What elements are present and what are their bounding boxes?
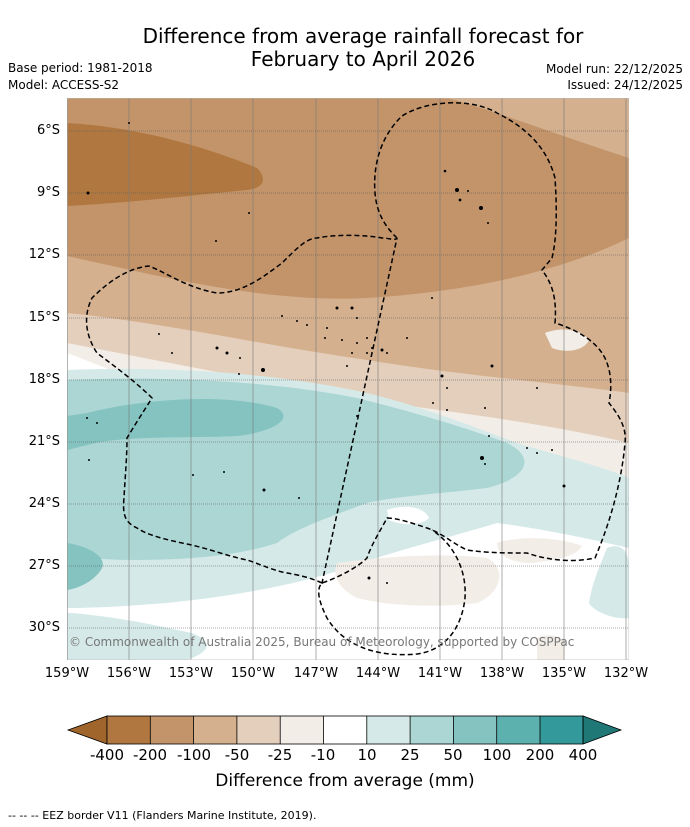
lat-label-30s: 30°S <box>28 620 60 635</box>
colorbar-label: -10 <box>310 746 336 764</box>
latitude-grid <box>67 130 629 629</box>
colorbar-swatch-7 <box>366 716 411 744</box>
patch-drier-south-east <box>497 538 582 563</box>
copyright-text: © Commonwealth of Australia 2025, Bureau… <box>69 635 574 649</box>
colorbar-swatch-11 <box>540 716 583 744</box>
colorbar-swatch-9 <box>453 716 497 744</box>
colorbar-label: -400 <box>89 746 125 764</box>
colorbar-label: 200 <box>525 746 555 764</box>
colorbar-label: 400 <box>568 746 598 764</box>
rainfall-map: © Commonwealth of Australia 2025, Bureau… <box>67 98 629 660</box>
colorbar-swatch-6 <box>323 716 367 744</box>
base-period-text: Base period: 1981-2018 <box>8 61 153 75</box>
eez-legend-text: -- -- -- EEZ border V11 (Flanders Marine… <box>8 809 317 822</box>
colorbar-high-extension <box>582 715 623 745</box>
lat-label-6s: 6°S <box>36 123 60 138</box>
lon-label-159w: 159°W <box>44 666 90 681</box>
patch-drier-small <box>545 329 589 351</box>
patch-drier-south-2 <box>537 635 565 660</box>
band-wetter-50-100-south <box>67 543 103 590</box>
lon-label-153w: 153°W <box>168 666 214 681</box>
lat-label-12s: 12°S <box>28 247 60 262</box>
band-wetter-50-100 <box>67 398 284 450</box>
colorbar-swatch-2 <box>150 716 194 744</box>
colorbar-label: 10 <box>357 746 377 764</box>
lon-label-156w: 156°W <box>106 666 152 681</box>
lat-label-18s: 18°S <box>28 372 60 387</box>
lon-label-147w: 147°W <box>293 666 339 681</box>
lat-label-24s: 24°S <box>28 496 60 511</box>
colorbar-swatch-1 <box>107 716 151 744</box>
colorbar-swatch-4 <box>236 716 281 744</box>
colorbar-swatch-5 <box>280 716 324 744</box>
patch-drier-south <box>335 555 500 606</box>
lon-label-135w: 135°W <box>541 666 587 681</box>
lon-label-132w: 132°W <box>603 666 649 681</box>
band-drier-400-200 <box>67 123 263 206</box>
colorbar-label: 100 <box>482 746 512 764</box>
colorbar-label: -50 <box>224 746 250 764</box>
colorbar-low-extension <box>66 715 108 745</box>
band-drier-200-100 <box>67 98 629 299</box>
colorbar-label: -100 <box>176 746 212 764</box>
eez-border <box>85 102 626 656</box>
colorbar-label: 25 <box>400 746 420 764</box>
band-drier-50-25 <box>67 308 629 443</box>
lat-label-21s: 21°S <box>28 434 60 449</box>
model-run-text: Model run: 22/12/2025 <box>545 62 683 76</box>
colorbar-swatch-3 <box>193 716 237 744</box>
patch-wetter-e <box>613 482 629 538</box>
colorbar-swatch-8 <box>410 716 454 744</box>
title-line-1: Difference from average rainfall forecas… <box>142 24 584 48</box>
lat-label-9s: 9°S <box>36 185 60 200</box>
issued-text: Issued: 24/12/2025 <box>567 78 683 92</box>
colorbar-swatch-10 <box>496 716 540 744</box>
patch-wetter-se <box>589 546 629 619</box>
lon-label-150w: 150°W <box>230 666 276 681</box>
lat-label-15s: 15°S <box>28 310 60 325</box>
islands <box>86 122 566 584</box>
lon-label-138w: 138°W <box>479 666 525 681</box>
title-line-2: February to April 2026 <box>250 47 476 71</box>
colorbar-label: 50 <box>443 746 463 764</box>
lon-label-144w: 144°W <box>355 666 401 681</box>
model-text: Model: ACCESS-S2 <box>8 78 120 92</box>
lon-label-141w: 141°W <box>417 666 463 681</box>
colorbar-title: Difference from average (mm) <box>215 771 475 791</box>
lat-label-27s: 27°S <box>28 558 60 573</box>
colorbar-label: -25 <box>267 746 293 764</box>
longitude-grid <box>67 98 627 660</box>
colorbar-label: -200 <box>132 746 168 764</box>
